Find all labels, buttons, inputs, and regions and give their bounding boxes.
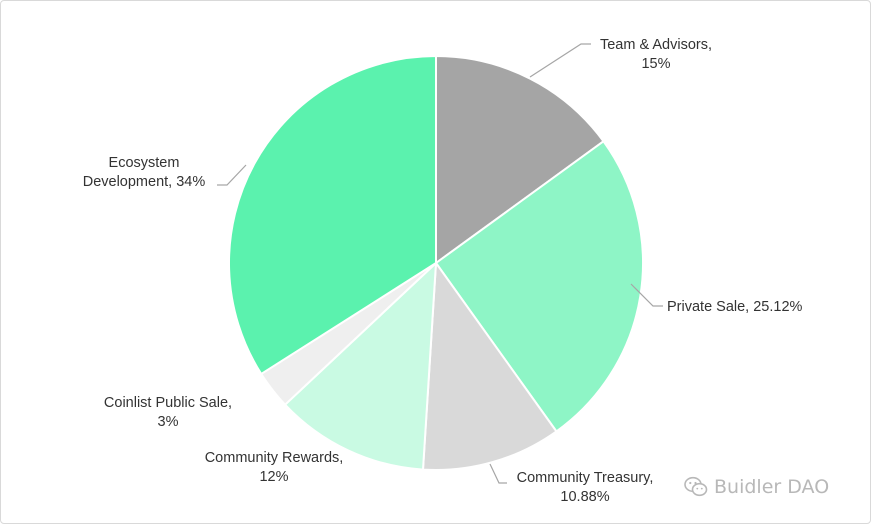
slice-label-line: 15% [641,56,670,72]
slice-label-line: Community Treasury, [517,470,654,486]
slice-label-line: Development, 34% [83,174,206,190]
leader-line-5 [217,164,247,186]
slice-label-line: 3% [158,414,179,430]
pie-slice-0 [435,55,605,264]
leader-line-2 [489,463,507,484]
pie-slice-5 [228,55,437,375]
slice-label-line: 10.88% [560,489,609,505]
slice-label-line: 12% [259,469,288,485]
slice-label-line: Ecosystem [109,155,180,171]
slice-label-line: Coinlist Public Sale, [104,395,232,411]
pie-slice-3 [284,262,437,471]
slice-label-line: Private Sale, 25.12% [667,299,803,315]
slice-label-line: Team & Advisors, [600,37,712,53]
slice-label-5: Ecosystem Development, 34% [83,155,206,190]
slice-label-4: Coinlist Public Sale, 3% [104,395,232,430]
pie-slice-1 [435,140,644,433]
wechat-icon [684,476,708,497]
slice-label-2: Community Treasury, 10.88% [517,470,654,505]
slice-label-1: Private Sale, 25.12% [667,299,803,315]
slice-label-0: Team & Advisors, 15% [600,37,712,72]
watermark: Buidler DAO [684,476,829,498]
slice-label-line: Community Rewards, [205,450,344,466]
leader-line-1 [630,283,663,307]
pie-slice-2 [422,262,558,471]
slice-label-3: Community Rewards, 12% [205,450,344,485]
watermark-text: Buidler DAO [714,476,830,498]
leader-line-0 [529,43,591,78]
